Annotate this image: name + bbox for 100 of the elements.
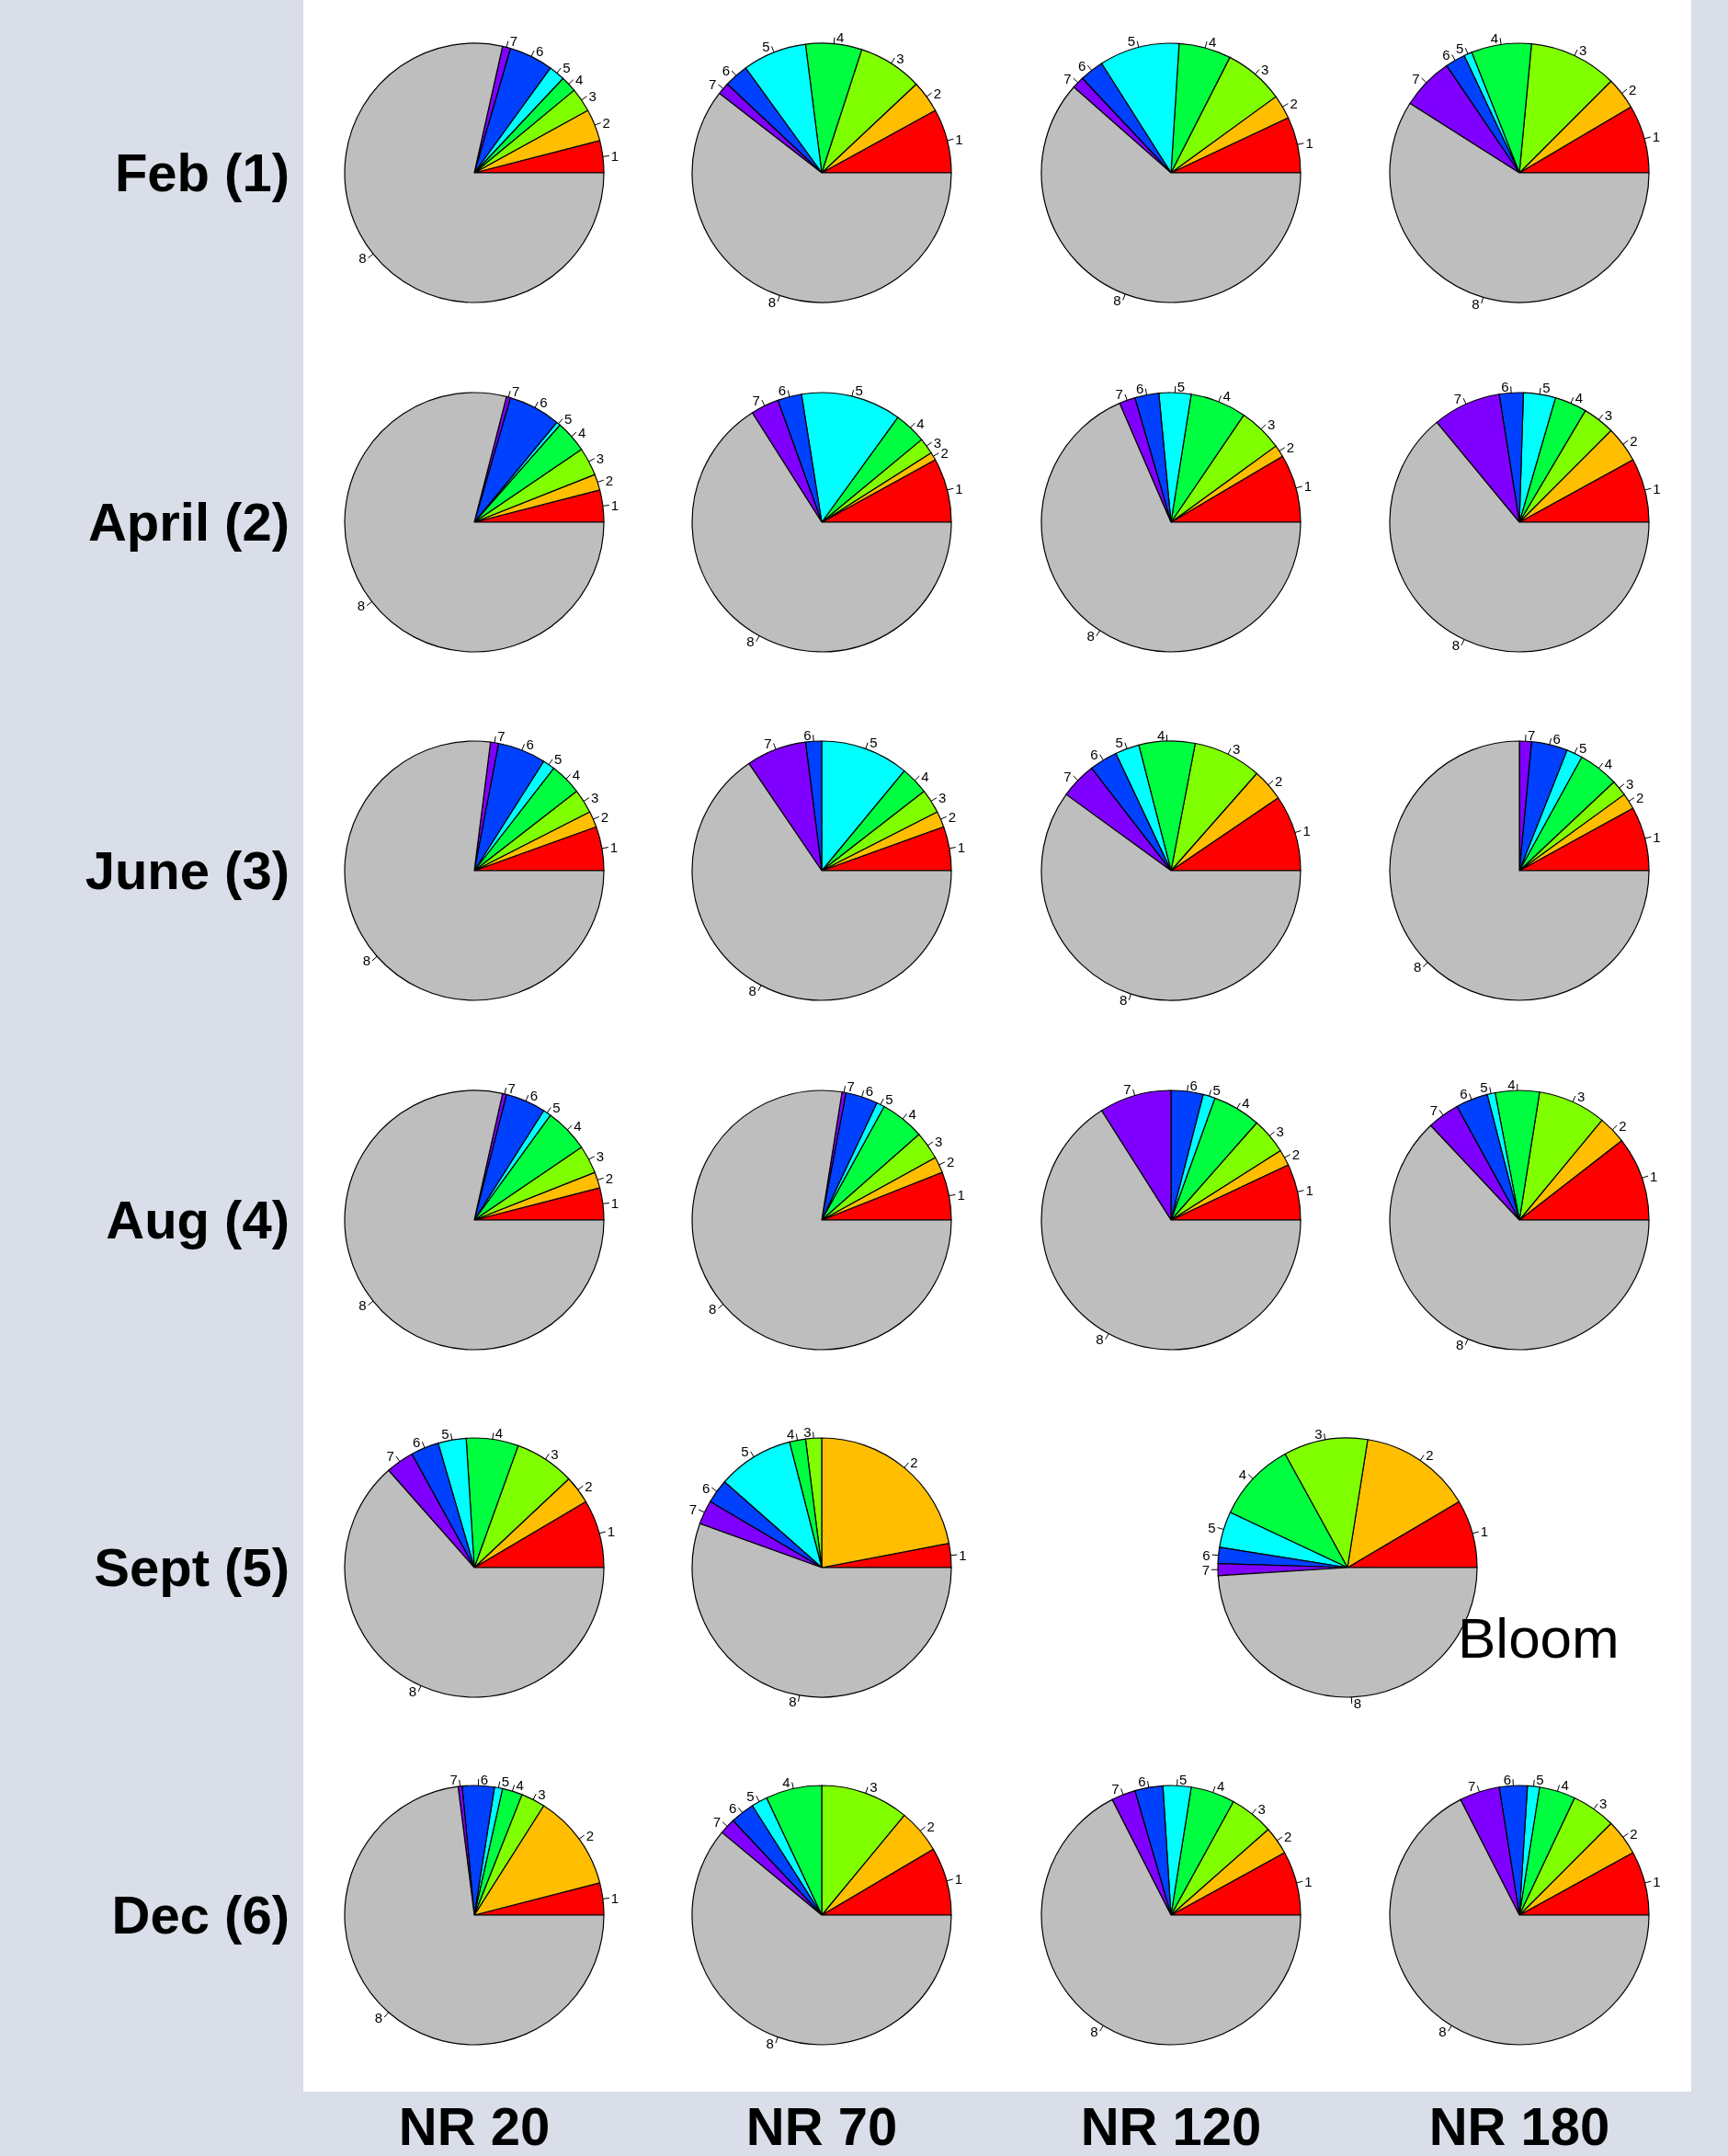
slice-label: 2 [1619, 1117, 1627, 1134]
slice-label: 5 [564, 410, 573, 427]
slice-label: 7 [1412, 70, 1420, 86]
slice-label: 1 [1652, 129, 1661, 145]
slice-label: 2 [605, 1169, 614, 1186]
slice-label: 4 [921, 768, 929, 784]
slice-label: 5 [1455, 40, 1464, 56]
slice-label: 4 [908, 1106, 916, 1122]
text: June (3) [84, 839, 290, 902]
slice-label: 8 [357, 598, 366, 614]
slice-label: 4 [916, 415, 925, 431]
slice-label: 3 [1604, 406, 1613, 423]
slice-label: 1 [1305, 135, 1313, 152]
slice-label: 1 [610, 1889, 620, 1906]
slice-label: 1 [954, 1871, 963, 1888]
slice-label: 6 [1501, 378, 1509, 394]
slice-label: 6 [540, 394, 548, 410]
slice-label: 2 [1630, 1825, 1638, 1842]
slice-label: 5 [501, 1774, 510, 1790]
slice-label: 2 [1630, 432, 1638, 449]
slice-label: 8 [1414, 959, 1422, 975]
slice-label: 3 [596, 451, 605, 467]
slice-label: 6 [722, 63, 731, 79]
slice-label: 7 [512, 382, 520, 399]
slice-label: 1 [959, 1546, 967, 1563]
slice-label: 8 [1096, 1331, 1104, 1348]
slice-label: 1 [610, 1194, 620, 1211]
slice-label: 3 [1314, 1425, 1323, 1442]
slice-label: 5 [1212, 1082, 1221, 1099]
slice-label: 7 [1063, 70, 1072, 86]
slice-label: 2 [1290, 96, 1298, 112]
slice-label: 2 [1426, 1447, 1434, 1464]
slice-label: 5 [762, 38, 770, 54]
slice-label: 8 [1113, 291, 1121, 308]
slice-label: 7 [1111, 1780, 1120, 1797]
slice-label: 1 [957, 1186, 965, 1203]
text: Aug (4) [105, 1189, 290, 1251]
slice-label: 3 [1233, 740, 1241, 757]
slice-label: 2 [933, 85, 942, 101]
slice-label: 7 [1063, 768, 1072, 784]
slice-label: 7 [507, 1079, 516, 1096]
slice-label: 2 [927, 1819, 935, 1835]
slice-label: 3 [938, 790, 947, 806]
slice-label: 1 [955, 131, 963, 147]
slice-label: 8 [1438, 2023, 1447, 2039]
slice-label: 3 [538, 1785, 546, 1802]
slice-label: 6 [1442, 46, 1450, 63]
slice-label: 5 [554, 751, 563, 768]
slice-label: 4 [786, 1426, 795, 1443]
slice-label: 8 [1090, 2023, 1098, 2039]
slice-label: 6 [1135, 381, 1144, 397]
slice-label: 5 [1177, 378, 1185, 394]
slice-label: 8 [767, 293, 777, 310]
slice-label: 1 [1305, 1182, 1313, 1199]
slice-label: 8 [358, 1297, 367, 1314]
slice-label: 6 [778, 382, 787, 399]
slice-label: 6 [701, 1479, 711, 1496]
slice-label: 3 [588, 88, 597, 105]
slice-label: 7 [1123, 1081, 1131, 1098]
slice-label: 5 [563, 60, 571, 76]
slice-label: 8 [748, 983, 756, 999]
slice-label: 4 [516, 1777, 524, 1794]
slice-label: 4 [495, 1424, 504, 1441]
slice-label: 5 [1178, 1771, 1188, 1787]
slice-label: 7 [1429, 1101, 1438, 1118]
slice-label: 8 [709, 1300, 717, 1317]
slice-label: 1 [609, 839, 619, 856]
slice-label: 8 [789, 1694, 797, 1710]
slice-label: 4 [1238, 1466, 1247, 1483]
slice-label: 4 [574, 72, 584, 88]
slice-label: 7 [1201, 1561, 1211, 1578]
slice-label: 4 [1157, 726, 1165, 743]
slice-label: 8 [408, 1683, 417, 1700]
slice-label: 7 [1467, 1777, 1476, 1794]
slice-label: 5 [1127, 33, 1136, 50]
slice-label: 6 [536, 42, 544, 59]
slice-label: 5 [1542, 380, 1551, 396]
slice-label: 2 [946, 1154, 955, 1170]
slice-label: 5 [1579, 739, 1587, 756]
slice-label: 5 [1208, 1519, 1216, 1535]
slice-label: 3 [1576, 1088, 1586, 1104]
slice-label: 2 [1291, 1146, 1301, 1163]
text: NR 120 [1079, 2095, 1263, 2156]
slice-label: 1 [955, 480, 963, 496]
slice-label: 3 [803, 1423, 812, 1440]
slice-label: 1 [1304, 1873, 1313, 1889]
slice-label: 3 [1257, 1801, 1266, 1817]
slice-label: 1 [1302, 822, 1311, 838]
slice-label: 3 [590, 790, 599, 806]
slice-label: 1 [610, 147, 620, 164]
slice-label: 5 [1480, 1079, 1488, 1096]
slice-label: 1 [610, 496, 620, 513]
slice-label: 8 [374, 2009, 383, 2025]
text: Feb (1) [113, 142, 290, 204]
slice-label: 6 [1503, 1771, 1512, 1787]
slice-label: 7 [752, 392, 760, 408]
slice-label: 5 [870, 735, 878, 751]
slice-label: 2 [600, 808, 609, 825]
slice-label: 8 [1451, 637, 1460, 654]
slice-label: 8 [1472, 295, 1480, 312]
